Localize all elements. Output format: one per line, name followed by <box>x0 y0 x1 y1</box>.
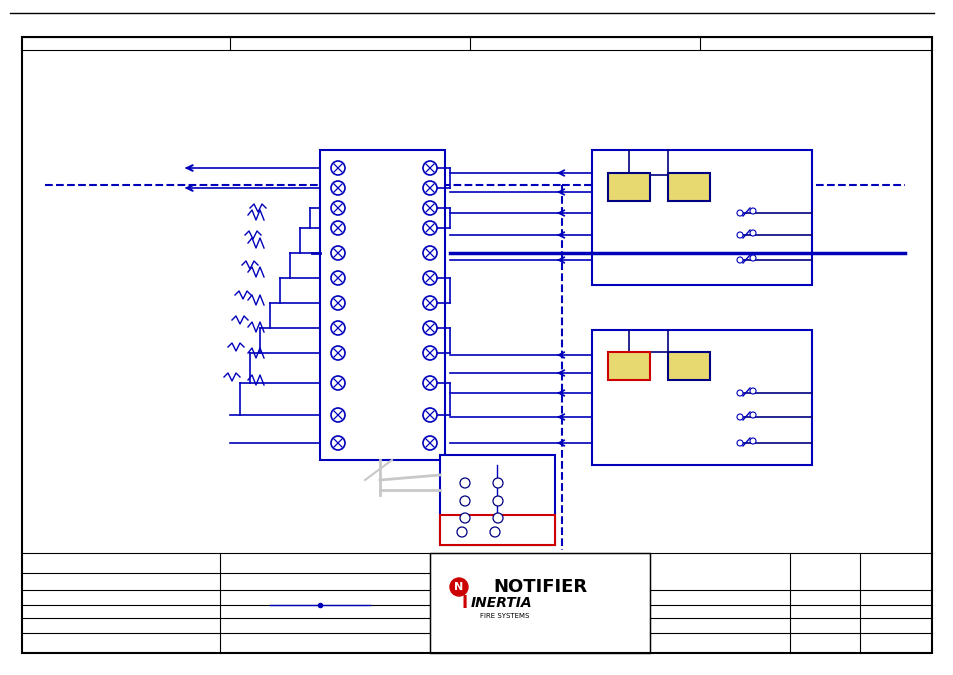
Circle shape <box>459 496 470 506</box>
Bar <box>667 173 709 201</box>
Circle shape <box>331 181 345 195</box>
Bar <box>592 330 811 465</box>
Circle shape <box>422 296 436 310</box>
Circle shape <box>422 181 436 195</box>
Circle shape <box>493 513 502 523</box>
Circle shape <box>331 246 345 260</box>
Circle shape <box>331 376 345 390</box>
Circle shape <box>422 376 436 390</box>
Circle shape <box>331 161 345 175</box>
Circle shape <box>493 478 502 488</box>
Circle shape <box>749 208 755 214</box>
Circle shape <box>737 390 742 396</box>
Circle shape <box>737 257 742 263</box>
Text: I: I <box>461 594 468 612</box>
Text: N: N <box>454 582 463 592</box>
Circle shape <box>422 246 436 260</box>
Bar <box>319 150 444 460</box>
Bar <box>607 173 649 201</box>
Circle shape <box>422 271 436 285</box>
Circle shape <box>749 255 755 261</box>
Circle shape <box>459 513 470 523</box>
Circle shape <box>749 230 755 236</box>
Circle shape <box>331 346 345 360</box>
Circle shape <box>749 388 755 394</box>
Circle shape <box>331 201 345 215</box>
Circle shape <box>490 527 499 537</box>
Circle shape <box>422 321 436 335</box>
Circle shape <box>422 346 436 360</box>
Circle shape <box>331 321 345 335</box>
Circle shape <box>456 527 467 537</box>
Text: FIRE SYSTEMS: FIRE SYSTEMS <box>479 613 529 619</box>
Circle shape <box>331 408 345 422</box>
Circle shape <box>459 478 470 488</box>
Circle shape <box>422 408 436 422</box>
Circle shape <box>422 436 436 450</box>
Circle shape <box>737 440 742 446</box>
Circle shape <box>331 221 345 235</box>
Circle shape <box>749 412 755 418</box>
Circle shape <box>749 438 755 444</box>
Bar <box>667 352 709 380</box>
Circle shape <box>422 221 436 235</box>
Circle shape <box>331 436 345 450</box>
Circle shape <box>422 201 436 215</box>
Bar <box>607 352 649 380</box>
Bar <box>592 150 811 285</box>
Text: NOTIFIER: NOTIFIER <box>493 578 586 596</box>
Bar <box>439 515 555 545</box>
Text: INERTIA: INERTIA <box>471 596 532 610</box>
Circle shape <box>737 210 742 216</box>
Circle shape <box>331 271 345 285</box>
Circle shape <box>422 161 436 175</box>
Circle shape <box>450 578 468 596</box>
Bar <box>430 553 649 653</box>
Circle shape <box>737 414 742 420</box>
Circle shape <box>737 232 742 238</box>
Circle shape <box>331 296 345 310</box>
Circle shape <box>493 496 502 506</box>
Bar <box>439 455 555 545</box>
